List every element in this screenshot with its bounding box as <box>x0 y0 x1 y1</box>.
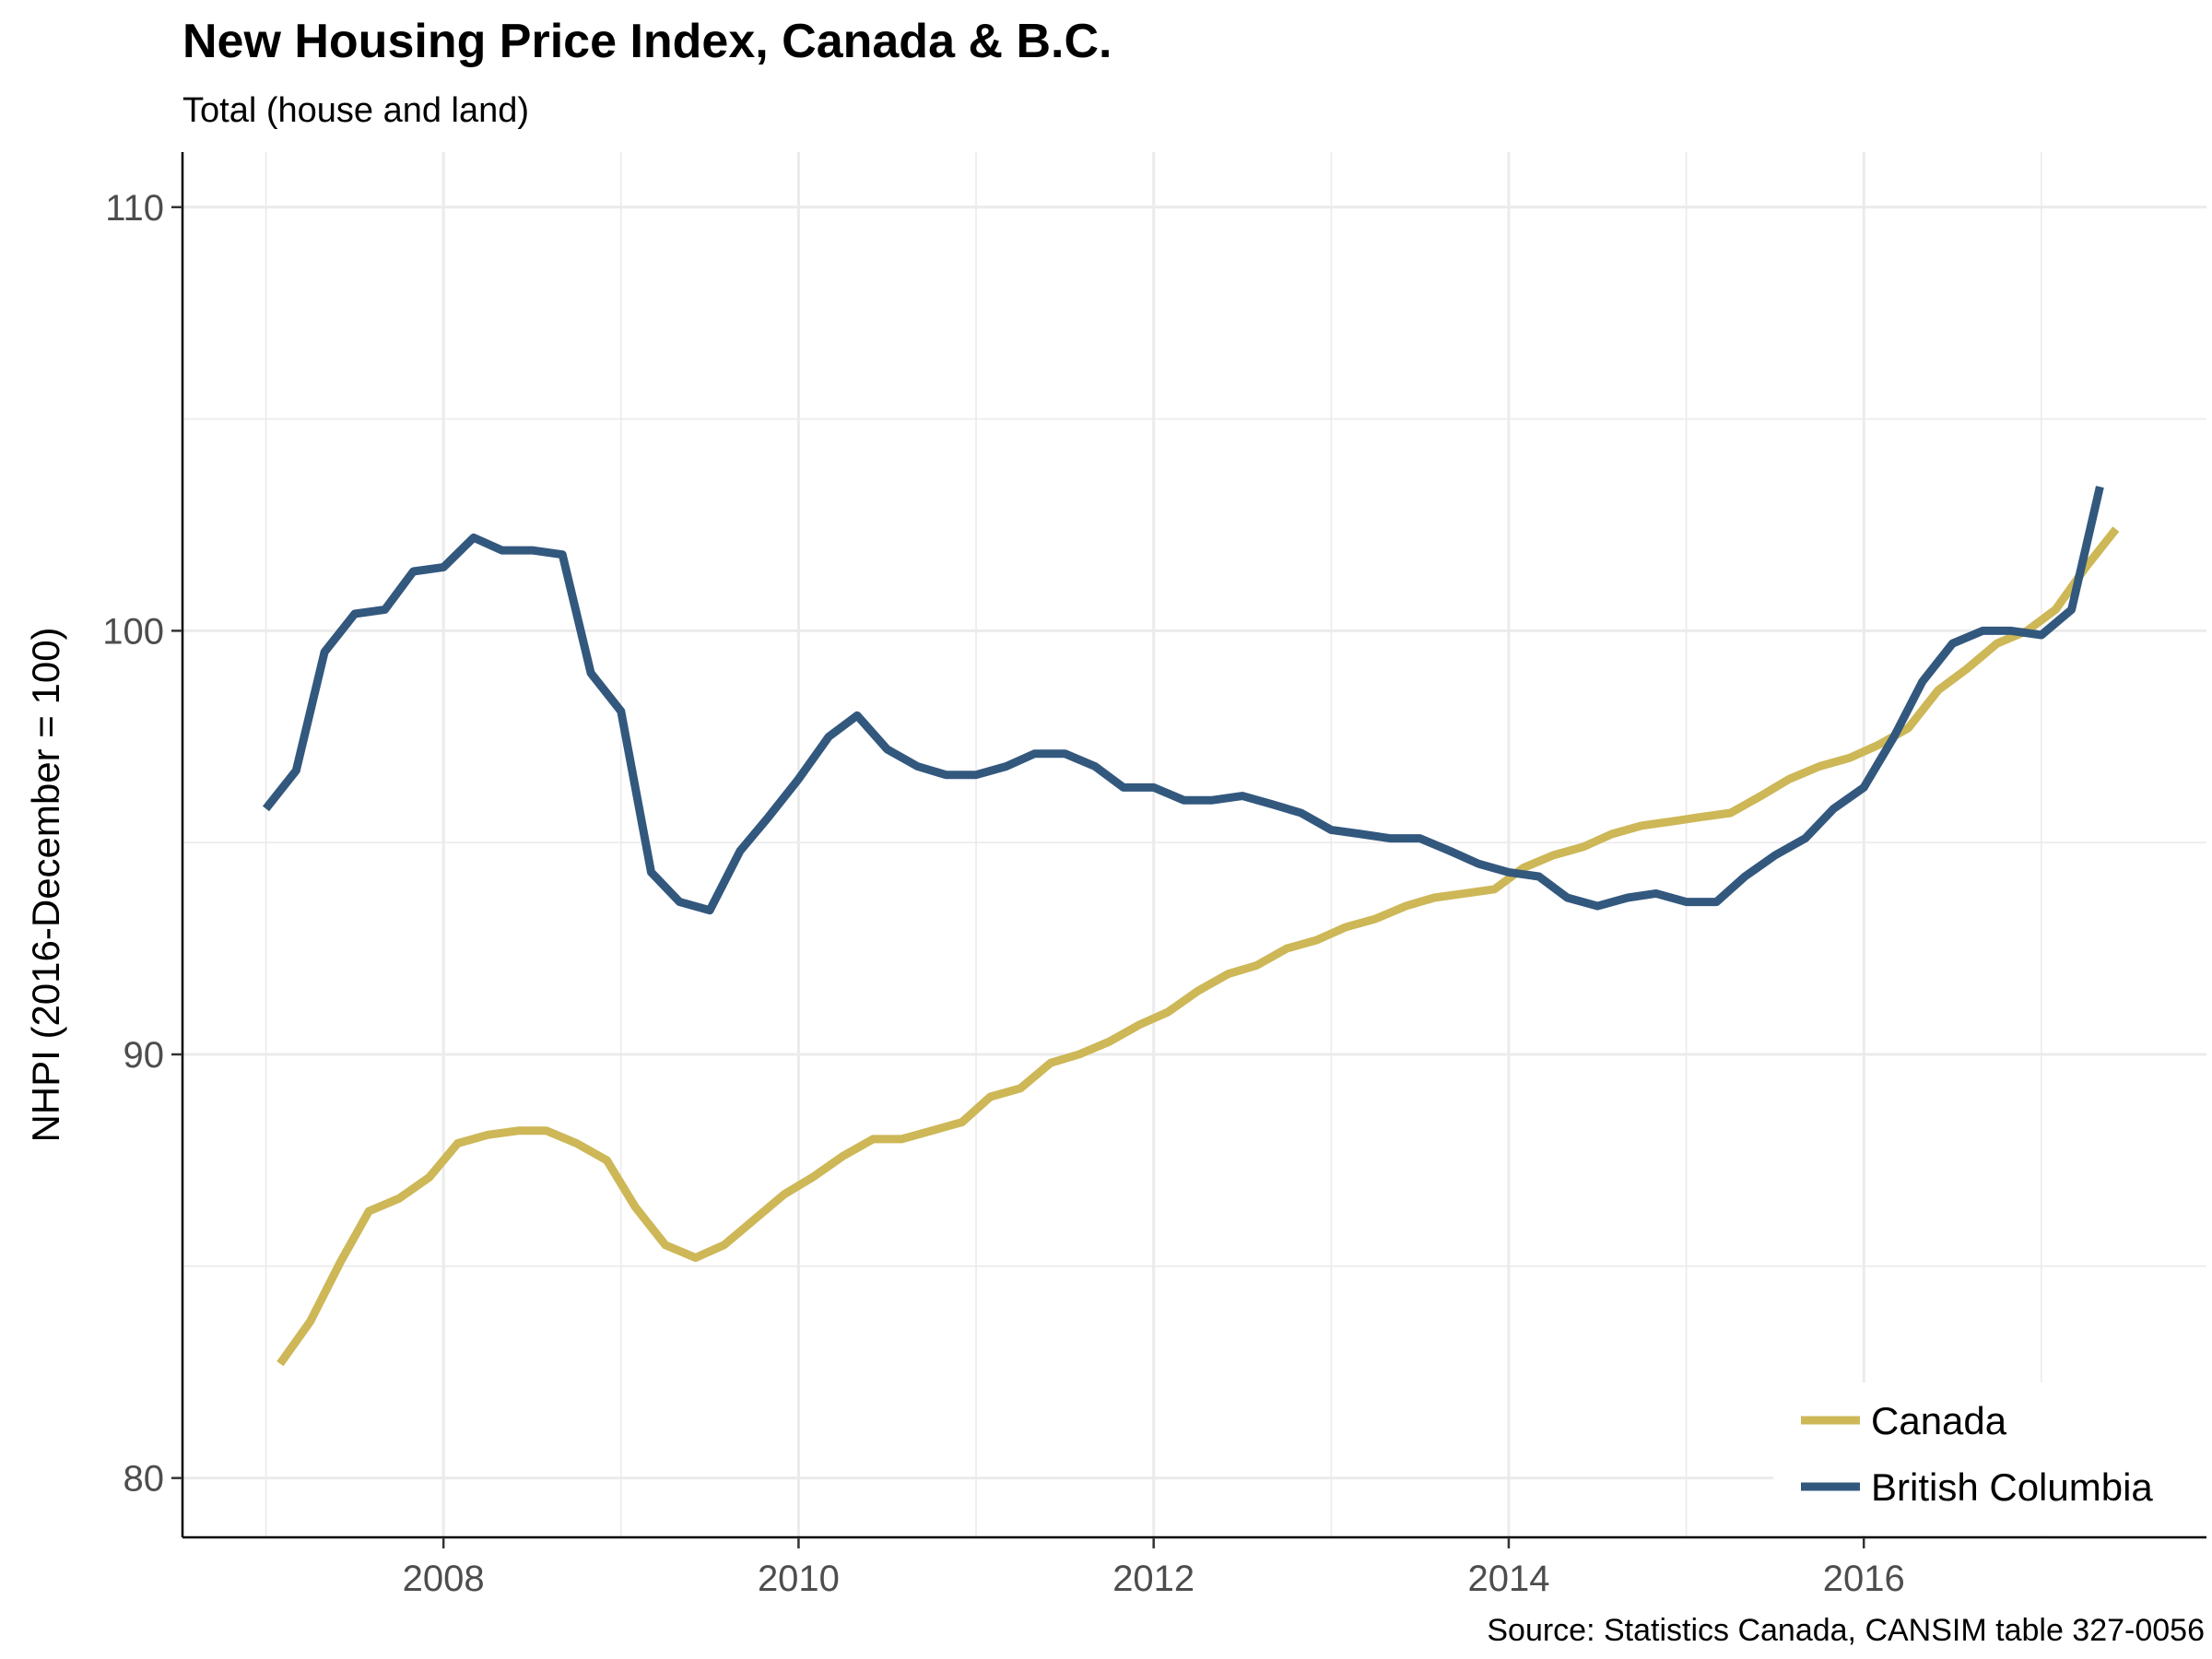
x-tick-label: 2016 <box>1823 1559 1905 1599</box>
x-tick-label: 2008 <box>403 1559 485 1599</box>
y-tick-label: 80 <box>124 1459 165 1500</box>
grid <box>182 152 2206 1537</box>
y-tick-label: 110 <box>105 188 164 229</box>
legend-label: Canada <box>1871 1399 2007 1442</box>
series-line-canada <box>276 526 2120 1367</box>
source-caption: Source: Statistics Canada, CANSIM table … <box>1487 1613 2205 1648</box>
chart-title: New Housing Price Index, Canada & B.C. <box>182 15 1112 68</box>
legend: Canada British Columbia <box>1773 1382 2212 1535</box>
tick-labels: 2008 2010 2012 2014 2016 80 90 100 110 <box>102 188 1904 1599</box>
y-tick-label: 90 <box>124 1035 165 1076</box>
y-tick-label: 100 <box>102 611 164 652</box>
legend-box <box>1773 1382 2212 1535</box>
x-tick-label: 2012 <box>1112 1559 1194 1599</box>
axes <box>181 152 2206 1539</box>
series-lines <box>262 486 2120 1367</box>
x-tick-label: 2014 <box>1467 1559 1549 1599</box>
y-axis-label: NHPI (2016-December = 100) <box>24 627 67 1142</box>
legend-label: British Columbia <box>1871 1465 2153 1509</box>
x-tick-label: 2010 <box>758 1559 840 1599</box>
chart-subtitle: Total (house and land) <box>182 91 529 130</box>
series-line-british-columbia <box>262 486 2104 915</box>
